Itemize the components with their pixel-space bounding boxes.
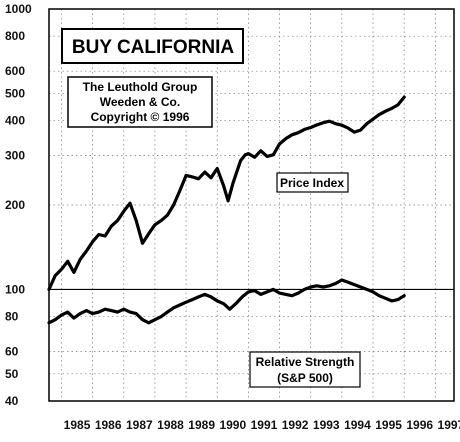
y-tick-label: 80 bbox=[5, 310, 19, 324]
x-tick-label: 1987 bbox=[126, 418, 153, 432]
x-tick-label: 1994 bbox=[344, 418, 371, 432]
y-tick-label: 400 bbox=[5, 114, 25, 128]
price-index-line bbox=[47, 95, 406, 291]
y-tick-label: 200 bbox=[5, 198, 25, 212]
chart-title: BUY CALIFORNIA bbox=[72, 37, 234, 58]
attribution-line-1: The Leuthold Group bbox=[83, 80, 198, 94]
grid bbox=[49, 8, 454, 402]
y-tick-label: 60 bbox=[5, 345, 19, 359]
y-tick-label: 50 bbox=[5, 367, 19, 381]
price-index-label-box bbox=[276, 172, 349, 193]
x-tick-label: 1985 bbox=[64, 418, 91, 432]
series-lines bbox=[47, 95, 406, 325]
x-tick-label: 1995 bbox=[375, 418, 402, 432]
x-tick-label: 1990 bbox=[219, 418, 246, 432]
relative-strength-line bbox=[47, 278, 406, 325]
relative-strength-label-box bbox=[249, 351, 361, 388]
x-tick-label: 1997 bbox=[438, 418, 460, 432]
price-index-label: Price Index bbox=[280, 176, 344, 190]
title-box bbox=[61, 28, 244, 64]
attribution-box bbox=[67, 76, 213, 128]
y-tick-label: 100 bbox=[5, 282, 25, 296]
y-tick-label: 40 bbox=[5, 394, 19, 408]
y-tick-label: 500 bbox=[5, 86, 25, 100]
x-tick-label: 1988 bbox=[157, 418, 184, 432]
attribution-line-2: Weeden & Co. bbox=[100, 95, 180, 109]
x-tick-label: 1993 bbox=[313, 418, 340, 432]
y-tick-label: 800 bbox=[5, 29, 25, 43]
x-tick-label: 1996 bbox=[406, 418, 433, 432]
attribution-line-3: Copyright © 1996 bbox=[91, 110, 190, 124]
y-tick-label: 300 bbox=[5, 149, 25, 163]
x-axis-tick-labels: 1985 1986 1987 1988 1989 1990 1991 1992 1993 1994… bbox=[64, 418, 460, 432]
relative-strength-label-line-1: Relative Strength bbox=[256, 355, 355, 369]
y-tick-label: 1000 bbox=[5, 2, 32, 16]
x-tick-label: 1991 bbox=[251, 418, 278, 432]
relative-strength-label-line-2: (S&P 500) bbox=[277, 371, 333, 385]
y-tick-label: 600 bbox=[5, 64, 25, 78]
x-tick-label: 1989 bbox=[188, 418, 215, 432]
plot-frame bbox=[48, 8, 455, 402]
x-tick-label: 1992 bbox=[282, 418, 309, 432]
y-axis-tick-labels: 1000 800 600 500 400 300 200 100 80 60 50 40 bbox=[5, 2, 32, 408]
x-tick-label: 1986 bbox=[95, 418, 122, 432]
